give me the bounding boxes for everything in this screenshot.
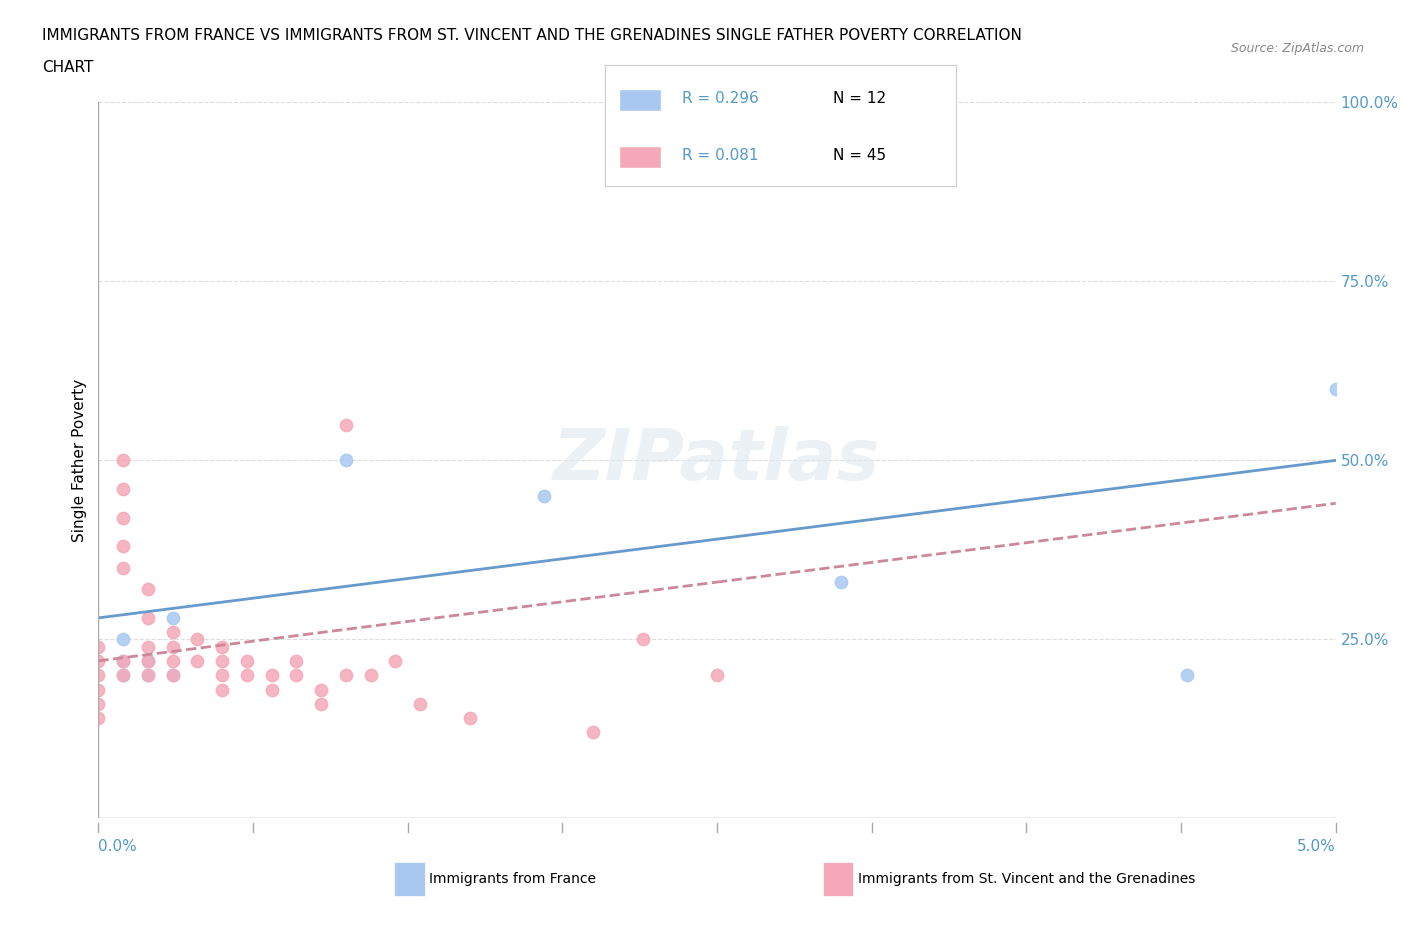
Point <box>136 582 159 597</box>
Point <box>236 668 259 683</box>
Point <box>458 711 481 725</box>
Point <box>162 654 184 669</box>
Point <box>309 697 332 711</box>
Text: Immigrants from France: Immigrants from France <box>429 871 596 886</box>
Point <box>136 639 159 654</box>
Point <box>162 625 184 640</box>
Point <box>211 682 233 697</box>
Point <box>211 668 233 683</box>
Point <box>186 632 208 647</box>
Point <box>211 639 233 654</box>
Point <box>136 654 159 669</box>
Text: R = 0.296: R = 0.296 <box>682 91 759 106</box>
Point <box>87 654 110 669</box>
Point <box>112 511 135 525</box>
Text: 5.0%: 5.0% <box>1296 839 1336 854</box>
Point <box>112 654 135 669</box>
Point <box>211 654 233 669</box>
Point <box>136 668 159 683</box>
Point <box>112 632 135 647</box>
Point <box>112 482 135 497</box>
Point <box>285 668 308 683</box>
Point <box>87 711 110 725</box>
Point <box>360 668 382 683</box>
Point <box>335 417 357 432</box>
Point <box>309 682 332 697</box>
Text: Source: ZipAtlas.com: Source: ZipAtlas.com <box>1230 42 1364 55</box>
Point <box>335 453 357 468</box>
Point <box>409 697 432 711</box>
Text: 0.0%: 0.0% <box>98 839 138 854</box>
Point <box>631 632 654 647</box>
Text: N = 12: N = 12 <box>832 91 886 106</box>
Point <box>162 668 184 683</box>
Point <box>87 682 110 697</box>
Y-axis label: Single Father Poverty: Single Father Poverty <box>72 379 87 542</box>
Point <box>112 560 135 575</box>
Text: IMMIGRANTS FROM FRANCE VS IMMIGRANTS FROM ST. VINCENT AND THE GRENADINES SINGLE : IMMIGRANTS FROM FRANCE VS IMMIGRANTS FRO… <box>42 28 1022 43</box>
Point <box>1324 381 1347 396</box>
Point <box>136 654 159 669</box>
Point <box>87 639 110 654</box>
Point <box>136 610 159 625</box>
Point <box>112 453 135 468</box>
Point <box>1175 668 1198 683</box>
Text: R = 0.081: R = 0.081 <box>682 148 758 164</box>
Point <box>533 489 555 504</box>
Text: N = 45: N = 45 <box>832 148 886 164</box>
Point <box>186 654 208 669</box>
Point <box>162 639 184 654</box>
Text: ZIPatlas: ZIPatlas <box>554 426 880 495</box>
Point <box>87 668 110 683</box>
Point <box>112 668 135 683</box>
Point <box>87 697 110 711</box>
Point <box>384 654 406 669</box>
Point <box>136 668 159 683</box>
FancyBboxPatch shape <box>619 89 661 111</box>
Point <box>260 682 283 697</box>
Text: CHART: CHART <box>42 60 94 75</box>
Point <box>582 725 605 740</box>
Point <box>112 654 135 669</box>
Point <box>706 668 728 683</box>
Text: Immigrants from St. Vincent and the Grenadines: Immigrants from St. Vincent and the Gren… <box>858 871 1195 886</box>
Point <box>335 668 357 683</box>
FancyBboxPatch shape <box>619 146 661 168</box>
Point <box>830 575 852 590</box>
Point <box>162 610 184 625</box>
Point <box>112 668 135 683</box>
Point <box>162 668 184 683</box>
Point <box>285 654 308 669</box>
Point <box>260 668 283 683</box>
Point <box>112 538 135 553</box>
Point <box>236 654 259 669</box>
